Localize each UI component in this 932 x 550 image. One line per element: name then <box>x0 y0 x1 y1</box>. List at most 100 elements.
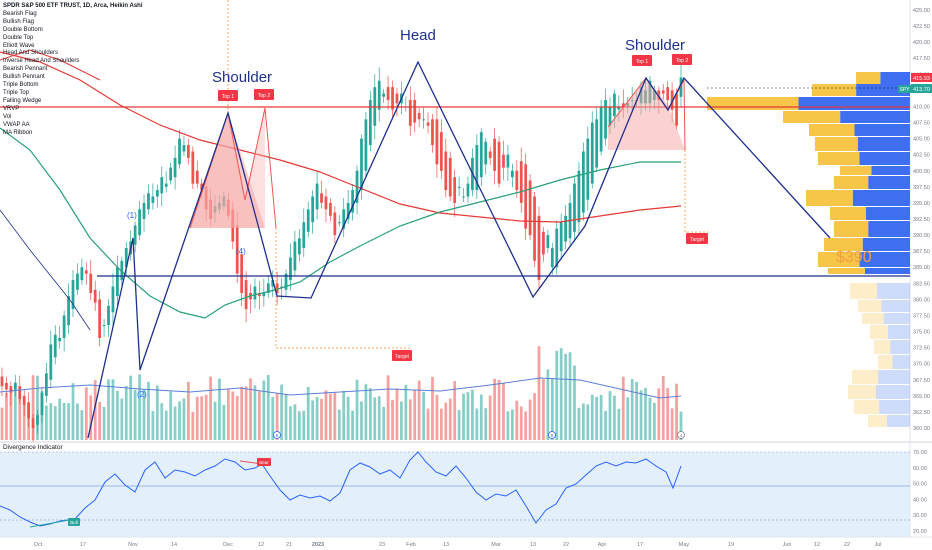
volume-bar <box>657 388 661 440</box>
indicator-item[interactable]: MA Ribbon <box>3 129 33 136</box>
volume-bar <box>151 411 155 440</box>
volume-bar <box>652 402 656 440</box>
top2-b-badge[interactable]: Top 2 <box>672 54 692 65</box>
event-marker-1[interactable]: 0 <box>273 431 281 439</box>
bear-badge[interactable]: Bear <box>257 458 271 466</box>
chart-title[interactable]: SPDR S&P 500 ETF TRUST, 1D, Arca, Heikin… <box>3 3 143 9</box>
volume-bar <box>617 408 621 440</box>
vp-down-bar <box>852 370 879 384</box>
indicator-item[interactable]: Double Bottom <box>3 26 43 33</box>
volume-bar <box>488 395 492 440</box>
vp-down-bar <box>834 221 869 237</box>
candle-body <box>31 418 35 428</box>
price-tick: 425.00 <box>913 8 930 14</box>
candle-body <box>506 154 510 168</box>
volume-bar <box>187 381 190 440</box>
candle-body <box>435 119 439 165</box>
candle-body <box>173 157 177 178</box>
indicator-item[interactable]: VWAP AA <box>3 121 30 128</box>
indicator-item[interactable]: Double Top <box>3 34 34 41</box>
price-tick: 405.00 <box>913 137 930 143</box>
indicator-item[interactable]: Head And Shoulders <box>3 50 59 57</box>
volume-bar <box>462 393 465 440</box>
candle-body <box>577 170 581 223</box>
indicator-item[interactable]: Bearish Flag <box>3 10 37 17</box>
candle-body <box>49 344 53 380</box>
candle-body <box>524 164 528 229</box>
oscillator-title[interactable]: Divergence Indicator <box>3 444 63 451</box>
current-price-badge[interactable]: 415.93 <box>911 73 932 82</box>
indicator-item[interactable]: Triple Top <box>3 89 30 96</box>
moving-average-green <box>0 127 681 319</box>
indicator-item[interactable]: Falling Wedge <box>3 97 42 104</box>
vp-down-bar <box>812 84 857 96</box>
indicator-item[interactable]: Bullish Flag <box>3 18 35 25</box>
event-marker-2[interactable]: 0 <box>548 431 556 439</box>
volume-bar <box>297 411 301 440</box>
volume-bar <box>337 409 341 440</box>
candle-body <box>80 267 84 281</box>
time-tick: Jun <box>783 542 792 548</box>
spy-price-badge[interactable]: SPY 413.70 <box>898 84 932 93</box>
volume-bar <box>630 379 634 440</box>
indicator-item[interactable]: Vol <box>3 113 12 120</box>
head-shoulders-pattern[interactable] <box>87 60 831 439</box>
vp-up-bar <box>862 238 910 251</box>
volume-bar <box>466 392 470 440</box>
candle-body <box>493 138 496 171</box>
volume-bar <box>457 410 461 440</box>
candle-body <box>608 106 612 126</box>
top2-a-badge[interactable]: Top 2 <box>254 89 274 100</box>
price-tick: 417.50 <box>913 56 930 62</box>
vp-up-bar <box>880 72 910 84</box>
target-b-line <box>684 150 708 233</box>
candle-body <box>333 212 337 236</box>
candle-body <box>67 296 70 326</box>
time-tick: 22 <box>563 542 569 548</box>
bull-badge[interactable]: Bull <box>68 518 80 526</box>
vp-down-bar <box>830 207 866 220</box>
time-axis[interactable]: Oct 17 Nov 14 Dec 12 21 2023 23 Feb 13 Mar 13 22 Apr 17… <box>34 542 882 548</box>
oscillator-band <box>0 452 910 537</box>
price-axis[interactable]: 425.00422.50420.00417.50415.00412.50410.… <box>913 8 930 432</box>
top1-b-badge[interactable]: Top 1 <box>632 55 652 66</box>
vp-down-bar <box>848 385 876 399</box>
indicator-item[interactable]: Inverse Head And Shoulders <box>3 58 80 65</box>
oscillator-axis[interactable]: 70.00 60.00 50.00 40.00 30.00 20.00 <box>913 450 927 535</box>
time-tick: 17 <box>637 542 643 548</box>
volume-bar <box>351 410 354 440</box>
head-label: Head <box>400 27 436 44</box>
time-tick: 13 <box>530 542 536 548</box>
target-a-line <box>275 228 410 349</box>
target-b-badge[interactable]: Target <box>686 233 708 244</box>
indicator-item[interactable]: VRVP <box>3 105 20 112</box>
oscillator-tick: 70.00 <box>913 450 927 456</box>
candle-body <box>315 183 319 210</box>
candle-body <box>510 170 514 178</box>
vp-up-bar <box>890 340 910 354</box>
indicator-item[interactable]: Triple Bottom <box>3 82 39 89</box>
volume-bar <box>568 352 572 440</box>
volume-bar <box>639 390 643 440</box>
indicator-item[interactable]: Bearish Pennant <box>3 66 48 73</box>
indicator-item[interactable]: Elliott Wave <box>3 42 35 49</box>
top1-a-badge[interactable]: Top 1 <box>218 90 238 101</box>
indicator-item[interactable]: Bullish Pennant <box>3 74 45 81</box>
candle-body <box>107 305 110 326</box>
volume-bar <box>62 402 66 440</box>
volume-bar <box>9 389 13 440</box>
ma-red-left <box>0 49 101 81</box>
target-a-badge[interactable]: Target <box>392 350 412 361</box>
vp-up-bar <box>864 268 910 274</box>
candle-body <box>586 138 590 200</box>
price-tick: 360.00 <box>913 426 930 432</box>
volume-bar <box>679 411 683 440</box>
event-marker-3[interactable]: 4 <box>677 431 685 439</box>
volume-bar <box>564 353 567 440</box>
volume-bar <box>84 387 88 440</box>
volume-profile <box>707 72 910 427</box>
vp-up-bar <box>879 400 910 414</box>
vp-down-bar <box>824 238 863 251</box>
